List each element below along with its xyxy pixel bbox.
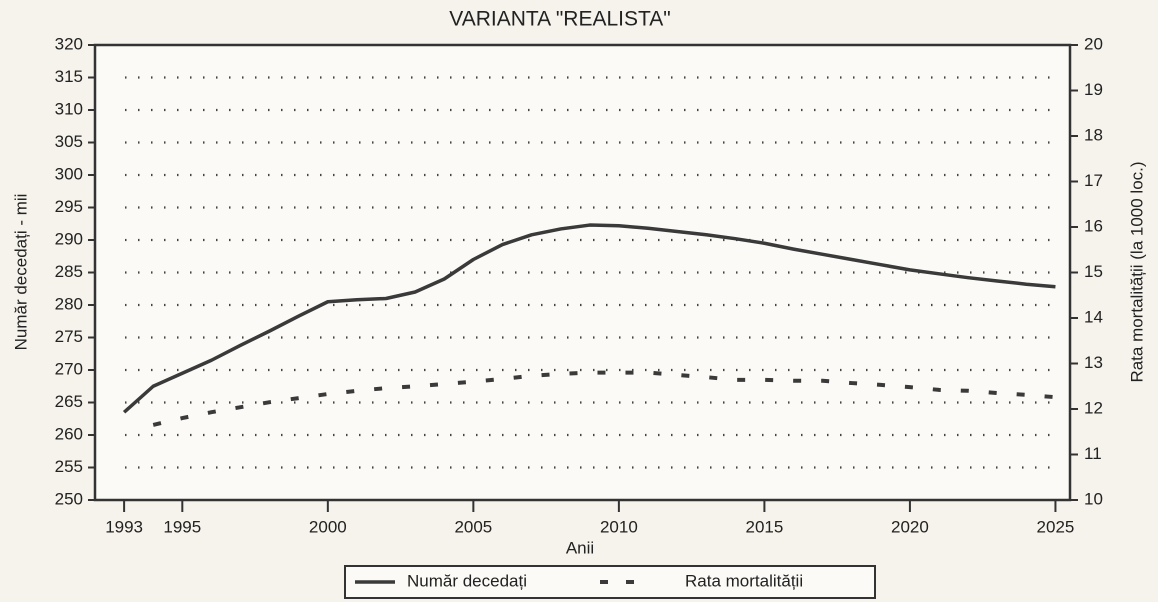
y-tick-label: 290 — [55, 229, 83, 248]
y-tick-label: 320 — [55, 34, 83, 53]
y2-tick-label: 16 — [1084, 216, 1103, 235]
y-tick-label: 275 — [55, 327, 83, 346]
y2-tick-label: 19 — [1084, 80, 1103, 99]
y2-tick-label: 13 — [1084, 353, 1103, 372]
y2-axis-label: Rata mortalității (la 1000 loc.) — [1127, 161, 1146, 382]
x-tick-label: 2000 — [309, 517, 347, 536]
y-tick-label: 250 — [55, 489, 83, 508]
x-tick-label: 2010 — [600, 517, 638, 536]
legend-label: Număr decedați — [407, 571, 527, 590]
y2-tick-label: 14 — [1084, 307, 1103, 326]
y-tick-label: 280 — [55, 294, 83, 313]
x-tick-label: 2025 — [1037, 517, 1075, 536]
y-tick-label: 295 — [55, 197, 83, 216]
y-tick-label: 255 — [55, 457, 83, 476]
y-tick-label: 300 — [55, 164, 83, 183]
legend-box — [344, 565, 876, 599]
chart-title: VARIANTA "REALISTA" — [449, 8, 670, 31]
series-line — [152, 370, 1056, 427]
y-axis-label: Număr decedați - mii — [11, 194, 30, 351]
y-tick-label: 315 — [55, 67, 83, 86]
plot-area — [93, 43, 1072, 502]
y2-tick-label: 10 — [1084, 489, 1103, 508]
x-axis-label: Anii — [566, 538, 594, 557]
x-tick-label: 2005 — [454, 517, 492, 536]
x-tick-label: 2020 — [891, 517, 929, 536]
y2-tick-label: 17 — [1084, 171, 1103, 190]
x-tick-label: 1995 — [163, 517, 201, 536]
y-tick-label: 285 — [55, 262, 83, 281]
y2-tick-label: 15 — [1084, 262, 1103, 281]
legend-label: Rata mortalității — [685, 571, 803, 590]
y-tick-label: 310 — [55, 99, 83, 118]
y2-tick-label: 20 — [1084, 34, 1103, 53]
y2-tick-label: 12 — [1084, 398, 1103, 417]
y-tick-label: 270 — [55, 359, 83, 378]
y-tick-label: 260 — [55, 424, 83, 443]
y2-tick-label: 18 — [1084, 125, 1103, 144]
x-tick-label: 2015 — [745, 517, 783, 536]
y2-tick-label: 11 — [1084, 444, 1102, 463]
x-tick-label: 1993 — [105, 517, 143, 536]
y-tick-label: 305 — [55, 132, 83, 151]
series-line — [122, 223, 1056, 414]
y-tick-label: 265 — [55, 392, 83, 411]
